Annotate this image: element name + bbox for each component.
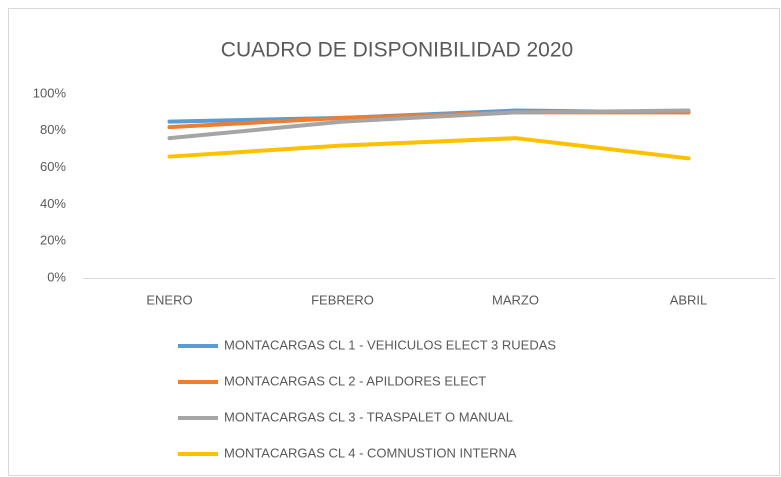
legend-label: MONTACARGAS CL 3 - TRASPALET O MANUAL <box>224 409 513 424</box>
y-tick-label: 0% <box>47 269 66 284</box>
y-tick-label: 100% <box>33 85 67 100</box>
y-tick-label: 60% <box>40 159 66 174</box>
legend-label: MONTACARGAS CL 2 - APILDORES ELECT <box>224 373 486 388</box>
legend-label: MONTACARGAS CL 1 - VEHICULOS ELECT 3 RUE… <box>224 337 556 352</box>
y-tick-label: 40% <box>40 196 66 211</box>
x-tick-label: MARZO <box>492 292 539 307</box>
chart-title: CUADRO DE DISPONIBILIDAD 2020 <box>221 39 573 62</box>
y-tick-label: 20% <box>40 233 66 248</box>
y-tick-label: 80% <box>40 122 66 137</box>
series-line <box>167 108 691 141</box>
chart-border <box>8 8 780 476</box>
x-tick-label: ENERO <box>146 292 192 307</box>
series-line <box>167 136 691 161</box>
legend-label: MONTACARGAS CL 4 - COMNUSTION INTERNA <box>224 445 517 460</box>
x-tick-label: FEBRERO <box>311 292 374 307</box>
x-tick-label: ABRIL <box>670 292 708 307</box>
